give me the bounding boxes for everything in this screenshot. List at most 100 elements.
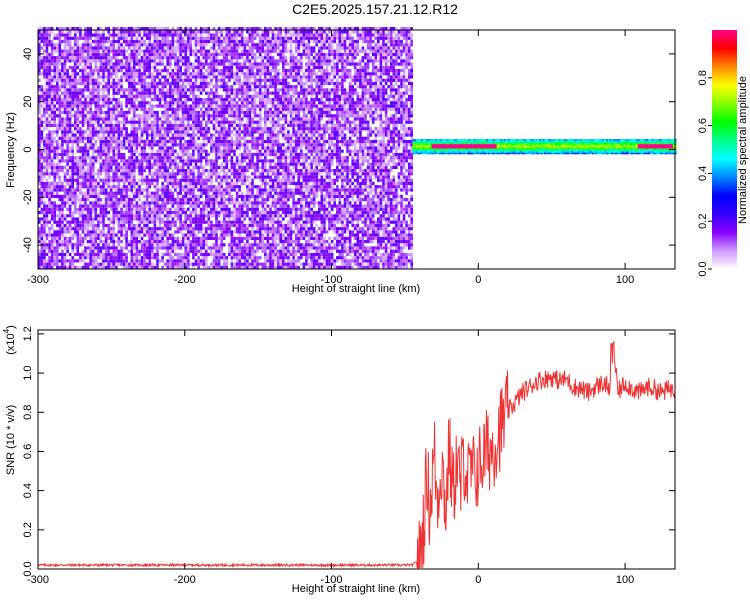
heatmap-cell (99, 246, 103, 250)
heatmap-cell (371, 220, 375, 224)
heatmap-cell (387, 175, 390, 179)
heatmap-cell (94, 188, 98, 192)
heatmap-cell (99, 201, 103, 205)
heatmap-cell (222, 262, 226, 266)
heatmap-cell (387, 169, 390, 173)
heatmap-cell (348, 165, 352, 169)
heatmap-cell (127, 220, 131, 224)
heatmap-cell (189, 156, 193, 160)
heatmap-cell (235, 191, 239, 195)
heatmap-cell (348, 136, 352, 140)
heatmap-cell (212, 243, 216, 247)
heatmap-cell (84, 201, 87, 205)
heatmap-cell (297, 181, 300, 186)
heatmap-cell (215, 140, 218, 144)
heatmap-cell (202, 227, 205, 231)
heatmap-cell (38, 227, 41, 231)
heatmap-cell (156, 207, 159, 211)
heatmap-cell (38, 265, 41, 269)
heatmap-cell (56, 204, 59, 208)
heatmap-cell (135, 188, 139, 192)
heatmap-cell (266, 143, 270, 147)
heatmap-cell (117, 185, 121, 189)
heatmap-cell (86, 185, 90, 189)
heatmap-cell (389, 201, 393, 205)
heatmap-cell (192, 220, 195, 224)
heatmap-cell (256, 136, 259, 140)
heatmap-cell (127, 188, 131, 192)
heatmap-cell (348, 204, 352, 208)
heatmap-cell (112, 140, 116, 144)
heatmap-cell (40, 194, 44, 198)
heatmap-cell (56, 233, 59, 237)
heatmap-cell (210, 236, 213, 240)
heatmap-cell (336, 246, 339, 250)
heatmap-cell (235, 172, 239, 176)
heatmap-cell (305, 230, 308, 234)
heatmap-cell (112, 156, 116, 160)
heatmap-cell (261, 169, 265, 173)
heatmap-cell (215, 198, 218, 202)
heatmap-cell (240, 159, 244, 163)
heatmap-cell (169, 140, 172, 144)
heatmap-cell (310, 265, 313, 269)
heatmap-cell (230, 162, 234, 166)
heatmap-cell (302, 214, 306, 218)
heatmap-cell (336, 146, 339, 150)
heatmap-cell (264, 198, 267, 202)
heatmap-cell (389, 230, 393, 234)
heatmap-cell (269, 133, 272, 137)
heatmap-cell (43, 149, 46, 153)
heatmap-cell (68, 181, 72, 186)
heatmap-cell (112, 175, 116, 179)
heatmap-cell (104, 162, 108, 166)
heatmap-cell (307, 201, 311, 205)
heatmap-cell (205, 240, 208, 244)
heatmap-cell (135, 256, 139, 260)
heatmap-cell (392, 236, 396, 240)
heatmap-cell (323, 240, 326, 244)
heatmap-cell (395, 188, 398, 192)
heatmap-cell (338, 214, 342, 218)
heatmap-cell (330, 249, 334, 253)
heatmap-cell (274, 249, 277, 253)
heatmap-cell (184, 256, 187, 260)
heatmap-cell (122, 198, 126, 202)
heatmap-cell (156, 175, 159, 179)
heatmap-cell (161, 194, 164, 198)
heatmap-cell (215, 249, 218, 253)
heatmap-cell (76, 149, 80, 153)
heatmap-cell (243, 236, 247, 240)
heatmap-cell (318, 252, 321, 257)
heatmap-cell (199, 191, 203, 195)
heatmap-cell (133, 136, 136, 140)
heatmap-cell (261, 220, 265, 224)
heatmap-cell (356, 223, 360, 228)
heatmap-cell (323, 214, 326, 218)
heatmap-cell (79, 172, 82, 176)
heatmap-cell (307, 136, 311, 140)
heatmap-cell (271, 256, 275, 260)
heatmap-cell (202, 259, 205, 263)
heatmap-cell (274, 175, 277, 179)
heatmap-cell (377, 133, 380, 137)
heatmap-cell (125, 146, 128, 150)
heatmap-cell (256, 214, 259, 218)
heatmap-cell (410, 214, 413, 218)
heatmap-cell (166, 217, 169, 221)
heatmap-cell (207, 198, 211, 202)
heatmap-cell (89, 175, 92, 179)
heatmap-cell (145, 223, 149, 228)
heatmap-cell (359, 188, 362, 192)
heatmap-cell (187, 178, 190, 182)
heatmap-cell (384, 256, 388, 260)
heatmap-cell (353, 165, 357, 169)
heatmap-cell (348, 246, 352, 250)
heatmap-cell (353, 178, 357, 182)
heatmap-cell (53, 233, 56, 237)
heatmap-cell (246, 152, 249, 157)
heatmap-cell (61, 188, 64, 192)
heatmap-cell (43, 240, 46, 244)
heatmap-cell (125, 236, 128, 240)
heatmap-cell (210, 233, 213, 237)
